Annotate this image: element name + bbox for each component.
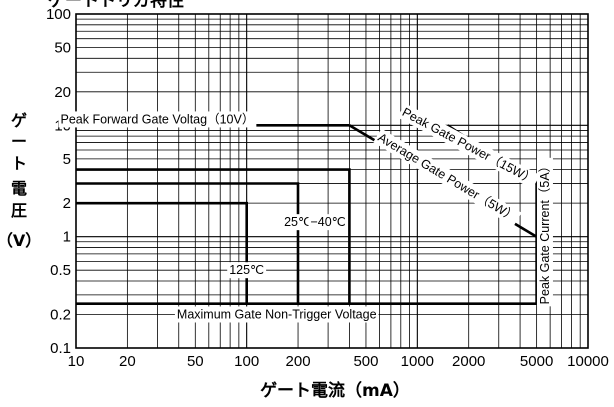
plot-frame — [75, 13, 589, 349]
x-tick-label: 50 — [187, 353, 204, 370]
annotation: 125℃ — [227, 262, 267, 279]
x-tick-label: 10 — [68, 353, 85, 370]
x-tick-label: 10000 — [567, 353, 609, 370]
annotation-text: −40℃ — [310, 215, 345, 229]
annotation-text: Peak Forward Gate Voltag（10V） — [60, 112, 254, 126]
grid — [76, 14, 588, 348]
y-axis-label-char: 電 — [11, 179, 27, 198]
annotation-background — [58, 111, 257, 128]
x-tick-label: 1000 — [401, 353, 434, 370]
y-tick-label: 50 — [54, 40, 71, 57]
annotation-text: Peak Gate Current（5A） — [538, 160, 552, 305]
annotation-text: Maximum Gate Non-Trigger Voltage — [177, 307, 377, 321]
annotation-background — [282, 214, 315, 231]
annotation: −40℃ — [308, 214, 348, 231]
y-tick-label: 1 — [63, 229, 71, 246]
series-line — [76, 168, 351, 304]
annotation: 25℃ — [282, 214, 315, 231]
x-tick-label: 200 — [286, 353, 311, 370]
y-tick-label: 0.2 — [50, 306, 71, 323]
annotation-background — [174, 306, 379, 323]
annotation: Maximum Gate Non-Trigger Voltage — [174, 306, 379, 323]
annotation-text: 125℃ — [229, 263, 264, 277]
y-axis-label-char: （V） — [0, 231, 41, 250]
x-tick-label: 2000 — [452, 353, 485, 370]
annotation-text: Average Gate Power（5W） — [375, 130, 519, 224]
x-tick-label: 500 — [353, 353, 378, 370]
y-axis-label-char: ト — [11, 154, 27, 173]
annotation-background — [536, 157, 553, 307]
series-line — [76, 201, 248, 304]
y-tick-label: 20 — [54, 84, 71, 101]
x-axis-label: ゲート電流（mA） — [260, 380, 410, 401]
y-axis-label-char: ー — [11, 132, 27, 151]
y-tick-label: 0.5 — [50, 262, 71, 279]
annotation: Peak Gate Current（5A） — [536, 157, 553, 307]
series-line — [76, 182, 300, 304]
y-tick-label: 5 — [63, 151, 71, 168]
annotation-background — [397, 103, 540, 190]
y-axis-label-char: 圧 — [11, 201, 27, 220]
annotation-text: 25℃ — [284, 215, 312, 229]
y-axis-label-char: ゲ — [11, 111, 27, 130]
annotation: Peak Forward Gate Voltag（10V） — [58, 111, 257, 128]
x-tick-label: 5000 — [520, 353, 553, 370]
y-tick-label: 0.1 — [50, 340, 71, 357]
chart-title: ゲートトリガ特性 — [48, 0, 184, 11]
annotation-background — [227, 262, 267, 279]
x-tick-label: 20 — [119, 353, 136, 370]
y-tick-labels: 1005020105210.50.20.1 — [46, 6, 71, 357]
annotation-background — [373, 128, 522, 227]
x-tick-label: 100 — [234, 353, 259, 370]
x-tick-labels: 10 20 50 100 200 500 1000 2000 5000 10000 — [68, 353, 609, 370]
annotation-background — [308, 214, 348, 231]
y-tick-label: 2 — [63, 195, 71, 212]
y-tick-label: 100 — [46, 6, 71, 23]
